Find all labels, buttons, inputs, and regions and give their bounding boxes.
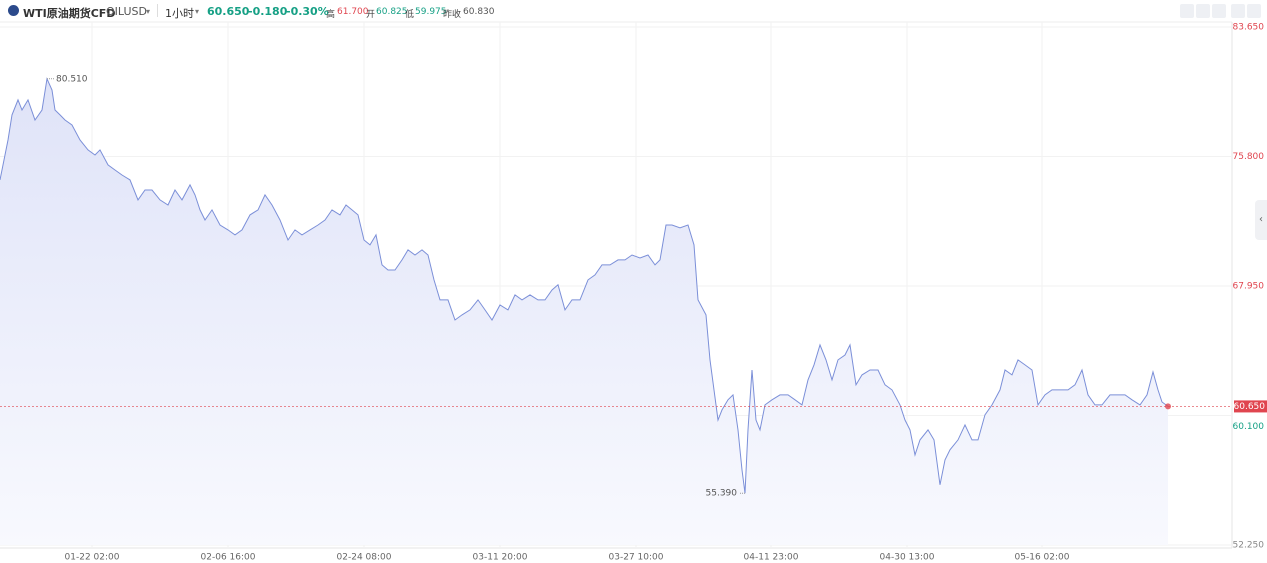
prev: 60.830 [463,7,495,17]
side-panel-toggle[interactable]: ‹ [1255,200,1267,240]
y-tick-label: 75.800 [1233,152,1265,162]
symbol-name[interactable]: WTI原油期货CFD [23,7,116,20]
area-fill [0,78,1168,546]
annotation-label: 80.510 [56,74,88,84]
y-tick-label: 52.250 [1233,541,1265,551]
tool-button[interactable] [1180,4,1194,18]
change-pct: -0.30% [286,5,329,18]
x-tick-label: 02-24 08:00 [337,553,392,563]
prev-label: 昨收 [443,10,462,20]
dropdown-caret[interactable]: ▾ [146,7,151,16]
interval[interactable]: 1小时 [165,7,194,20]
change: -0.180 [248,5,288,18]
price: 60.650 [207,5,250,18]
x-tick-label: 03-11 20:00 [473,553,528,563]
tool-button[interactable] [1231,4,1245,18]
close-button[interactable] [1247,4,1261,18]
last-price-box [1234,400,1267,413]
x-tick-label: 01-22 02:00 [65,553,120,563]
high: 61.700 [337,7,369,17]
last-point [1165,403,1171,410]
tool-button[interactable] [1212,4,1226,18]
low-label: 低 [405,10,415,20]
tool-button[interactable] [1196,4,1210,18]
header: WTI原油期货CFD OILUSD ▾ 1小时 ▾ 60.650 -0.180 … [0,0,1267,22]
price-line [0,77,1169,494]
y-tick-label: 83.650 [1233,23,1265,33]
y-tick-label: 60.100 [1233,422,1265,432]
open: 60.825 [376,7,408,17]
dropdown-caret[interactable]: ▾ [195,7,200,16]
x-tick-label: 04-30 13:00 [880,553,935,563]
symbol-code[interactable]: OILUSD [106,5,147,18]
open-label: 开 [366,10,376,20]
high-label: 高 [326,10,336,20]
x-tick-label: 03-27 10:00 [609,553,664,563]
separator [157,4,158,17]
symbol-icon [8,5,19,16]
y-tick-label: 67.950 [1233,282,1265,292]
low: 59.975 [415,7,447,17]
x-tick-label: 04-11 23:00 [744,553,799,563]
x-tick-label: 05-16 02:00 [1015,553,1070,563]
last-price-label: 60.650 [1234,402,1266,412]
annotation-label: 55.390 [706,489,738,499]
x-tick-label: 02-06 16:00 [201,553,256,563]
